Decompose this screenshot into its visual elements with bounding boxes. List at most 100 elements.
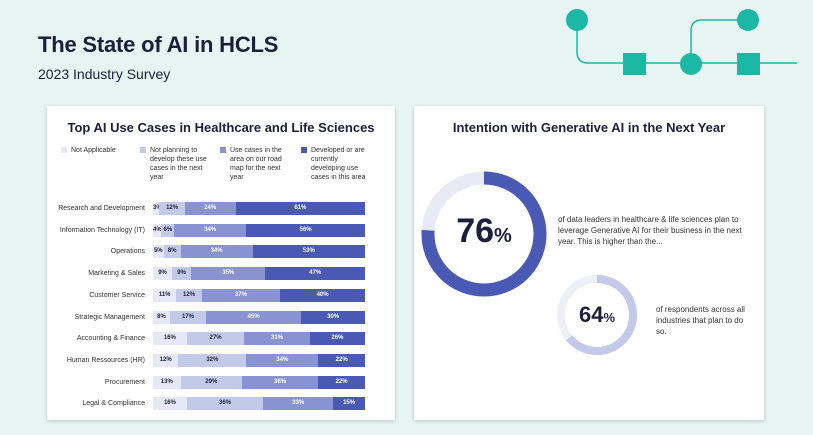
bar-segment: 26% [309, 332, 365, 346]
stacked-bar: 12% 32% 34% 22% [153, 353, 365, 367]
stat-76-number: 76 [456, 212, 495, 250]
bar-segment: 15% [333, 397, 365, 411]
legend-label: Not planning to develop these use cases … [150, 147, 207, 181]
bar-segment: 32% [178, 353, 247, 367]
stacked-bar: 8% 17% 45% 30% [153, 310, 365, 324]
stat-76-value: 76% [420, 212, 548, 251]
bar-segment: 40% [280, 288, 365, 302]
bar-segment: 34% [246, 353, 319, 367]
bar-segment: 30% [301, 310, 365, 324]
stat-64-number: 64 [578, 302, 604, 327]
bar-segment: 37% [201, 288, 281, 302]
legend-label: Not Applicable [71, 147, 116, 154]
stat-64-value: 64% [555, 302, 639, 328]
bar-segment: 33% [263, 397, 334, 411]
use-cases-card-title: Top AI Use Cases in Healthcare and Life … [67, 120, 375, 135]
bar-segment: 53% [252, 245, 365, 259]
bar-row: Customer Service 11% 12% 37% 40% [47, 288, 395, 302]
bar-row: Human Ressources (HR) 12% 32% 34% 22% [47, 353, 395, 367]
deco-circle-1 [566, 9, 588, 31]
category-label: Marketing & Sales [88, 270, 145, 278]
category-label: Human Ressources (HR) [66, 356, 145, 364]
category-label: Customer Service [89, 291, 145, 299]
legend-swatch [140, 147, 146, 153]
chart-legend: Not Applicable Not planning to develop t… [61, 146, 381, 186]
ring-76-progress [421, 171, 547, 297]
category-label: Procurement [104, 378, 145, 386]
bar-segment: 12% [153, 353, 179, 367]
bar-row: Accounting & Finance 16% 27% 31% 26% [47, 332, 395, 346]
bar-segment: 16% [153, 332, 187, 346]
generative-ai-card-title: Intention with Generative AI in the Next… [452, 120, 726, 135]
bar-row: Marketing & Sales 9% 9% 35% 47% [47, 267, 395, 281]
bar-segment: 4% [153, 223, 162, 237]
stacked-bar: 5% 8% 34% 53% [153, 245, 365, 259]
bar-segment: 35% [191, 267, 266, 281]
bar-segment: 45% [205, 310, 302, 324]
category-label: Strategic Management [74, 313, 145, 321]
bar-segment: 29% [180, 375, 243, 389]
stat-76-description: of data leaders in healthcare & life sci… [558, 215, 742, 246]
generative-ai-card: Intention with Generative AI in the Next… [414, 106, 764, 420]
deco-circle-2 [680, 53, 702, 75]
legend-label: Developed or are currently developing us… [311, 147, 366, 181]
stat-64-unit: % [603, 310, 616, 325]
page-title: The State of AI in HCLS [38, 32, 279, 57]
ring-64-progress [557, 275, 637, 355]
bar-segment: 61% [235, 202, 365, 215]
legend-swatch [220, 147, 226, 153]
legend-swatch [301, 147, 307, 153]
bar-segment: 56% [246, 223, 365, 237]
bar-segment: 47% [265, 267, 365, 281]
ring-chart-64 [557, 275, 637, 355]
stacked-bar: 16% 27% 31% 26% [153, 332, 365, 346]
category-label: Legal & Compliance [82, 400, 145, 408]
bar-segment: 34% [174, 223, 247, 237]
stacked-bar: 9% 9% 35% 47% [153, 267, 365, 281]
bar-row: Legal & Compliance 16% 36% 33% 15% [47, 397, 395, 411]
stacked-bar: 3% 12% 24% 61% [153, 202, 365, 215]
bar-segment: 8% [153, 310, 170, 324]
legend-swatch [61, 147, 67, 153]
bar-segment: 16% [153, 397, 187, 411]
bar-segment: 5% [153, 245, 164, 259]
category-label: Information Technology (IT) [59, 226, 145, 234]
stacked-bar: 13% 29% 36% 22% [153, 375, 365, 389]
deco-square-1 [623, 53, 646, 75]
bar-segment: 24% [184, 202, 236, 215]
ring-chart-76 [421, 171, 547, 297]
bar-segment: 12% [176, 288, 202, 302]
bar-segment: 8% [163, 245, 181, 259]
bar-segment: 12% [159, 202, 185, 215]
stat-64-description: of respondents across all industries tha… [656, 305, 745, 336]
bar-segment: 13% [153, 375, 181, 389]
page-subtitle: 2023 Industry Survey [38, 66, 171, 82]
legend-label: Use cases in the area on our road map fo… [230, 147, 282, 181]
bar-row: Procurement 13% 29% 36% 22% [47, 375, 395, 389]
bar-segment: 27% [186, 332, 245, 346]
stacked-bar: 11% 12% 37% 40% [153, 288, 365, 302]
bar-row: Operations 5% 8% 34% 53% [47, 245, 395, 259]
bar-segment: 22% [318, 375, 365, 389]
bar-segment: 22% [318, 353, 365, 367]
bar-segment: 36% [186, 397, 264, 411]
stacked-bar: 16% 36% 33% 15% [153, 397, 365, 411]
bar-row: Research and Development 3% 12% 24% 61% [47, 202, 395, 215]
bar-segment: 11% [153, 288, 177, 302]
bar-segment: 17% [169, 310, 206, 324]
category-label: Accounting & Finance [76, 335, 145, 343]
bar-segment: 36% [242, 375, 319, 389]
bar-segment: 9% [172, 267, 192, 281]
bar-segment: 31% [244, 332, 310, 346]
bar-segment: 6% [161, 223, 175, 237]
deco-square-2 [737, 53, 760, 75]
category-label: Operations [110, 248, 145, 256]
bar-row: Information Technology (IT) 4% 6% 34% 56% [47, 223, 395, 237]
stacked-bar: 4% 6% 34% 56% [153, 223, 365, 237]
bar-segment: 3% [153, 202, 162, 215]
category-label: Research and Development [58, 205, 145, 212]
use-cases-card: Top AI Use Cases in Healthcare and Life … [47, 106, 395, 420]
stat-76-unit: % [494, 225, 512, 247]
deco-circle-3 [737, 9, 759, 31]
bar-row: Strategic Management 8% 17% 45% 30% [47, 310, 395, 324]
